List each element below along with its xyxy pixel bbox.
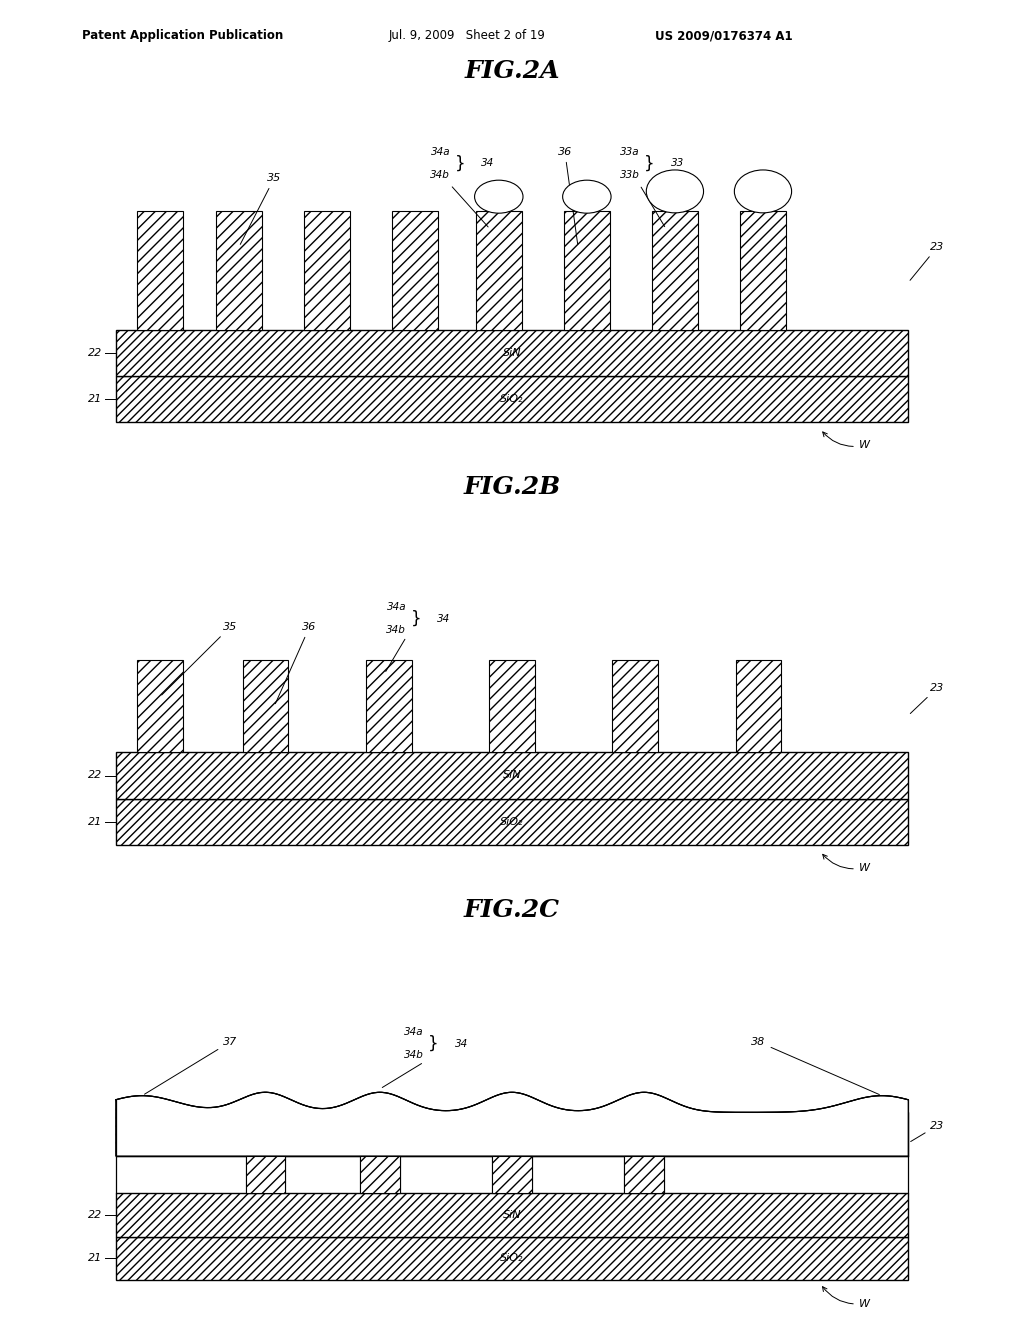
Bar [493, 1156, 531, 1193]
Bar [216, 211, 262, 330]
Bar [137, 211, 182, 330]
Text: Jul. 9, 2009   Sheet 2 of 19: Jul. 9, 2009 Sheet 2 of 19 [389, 29, 546, 42]
Bar [116, 1237, 908, 1280]
Text: 37: 37 [144, 1038, 238, 1094]
Text: 35: 35 [162, 622, 238, 696]
Text: 34b: 34b [386, 626, 407, 635]
Bar [116, 1193, 908, 1237]
Bar [360, 1156, 399, 1193]
Text: 22: 22 [88, 1209, 102, 1220]
Bar [243, 660, 289, 752]
Text: 36: 36 [275, 622, 316, 704]
Text: SiO₂: SiO₂ [501, 395, 523, 404]
Bar [493, 1156, 531, 1193]
Text: 21: 21 [88, 395, 102, 404]
Text: 36: 36 [558, 147, 578, 244]
Ellipse shape [562, 180, 611, 213]
Bar [137, 660, 182, 752]
Bar [489, 660, 535, 752]
Text: 22: 22 [88, 348, 102, 358]
Text: SiN: SiN [503, 1209, 521, 1220]
Text: 34: 34 [455, 1039, 468, 1048]
Text: 34: 34 [481, 158, 495, 169]
Text: 38: 38 [752, 1038, 880, 1094]
Text: }: } [428, 1035, 439, 1052]
Bar [652, 211, 697, 330]
Text: 34a: 34a [387, 602, 407, 612]
Bar [360, 1156, 399, 1193]
Text: 34b: 34b [430, 170, 451, 180]
Bar [476, 211, 521, 330]
Text: 21: 21 [88, 817, 102, 826]
Text: Patent Application Publication: Patent Application Publication [82, 29, 284, 42]
Text: FIG.2A: FIG.2A [464, 59, 560, 83]
Text: SiN: SiN [503, 348, 521, 358]
Bar [366, 660, 412, 752]
Text: 23: 23 [910, 682, 944, 714]
Ellipse shape [734, 170, 792, 213]
Text: SiN: SiN [503, 771, 521, 780]
Text: }: } [644, 154, 654, 173]
Text: SiO₂: SiO₂ [501, 817, 523, 826]
Text: 34a: 34a [404, 1027, 424, 1038]
Bar [625, 1156, 664, 1193]
Text: 35: 35 [241, 173, 282, 244]
Text: 22: 22 [88, 771, 102, 780]
Bar [740, 211, 785, 330]
Bar [246, 1156, 286, 1193]
Text: W: W [822, 1287, 869, 1308]
Text: FIG.2C: FIG.2C [464, 898, 560, 921]
Polygon shape [116, 1092, 908, 1156]
Text: 34b: 34b [404, 1051, 424, 1060]
Text: }: } [455, 154, 465, 173]
Bar [392, 211, 438, 330]
Bar [116, 330, 908, 376]
Text: 21: 21 [88, 1254, 102, 1263]
Polygon shape [116, 1092, 908, 1156]
Text: 33a: 33a [621, 147, 640, 157]
Bar [116, 799, 908, 845]
Ellipse shape [646, 170, 703, 213]
Text: US 2009/0176374 A1: US 2009/0176374 A1 [655, 29, 793, 42]
Bar [612, 660, 658, 752]
Text: 23: 23 [910, 1121, 944, 1142]
Bar [246, 1156, 286, 1193]
Text: 34a: 34a [431, 147, 451, 157]
Text: 34: 34 [437, 614, 451, 624]
Text: 33b: 33b [620, 170, 640, 180]
Ellipse shape [474, 180, 523, 213]
Bar [304, 211, 350, 330]
Text: FIG.2B: FIG.2B [464, 475, 560, 499]
Text: W: W [822, 432, 869, 450]
Bar [116, 752, 908, 799]
Text: SiO₂: SiO₂ [501, 1254, 523, 1263]
Bar [116, 376, 908, 422]
Text: W: W [822, 854, 869, 873]
Text: }: } [411, 610, 421, 628]
Bar [735, 660, 781, 752]
Bar [564, 211, 609, 330]
Bar [116, 1113, 908, 1156]
Text: 23: 23 [910, 242, 944, 280]
Text: 33: 33 [671, 158, 684, 169]
Bar [625, 1156, 664, 1193]
